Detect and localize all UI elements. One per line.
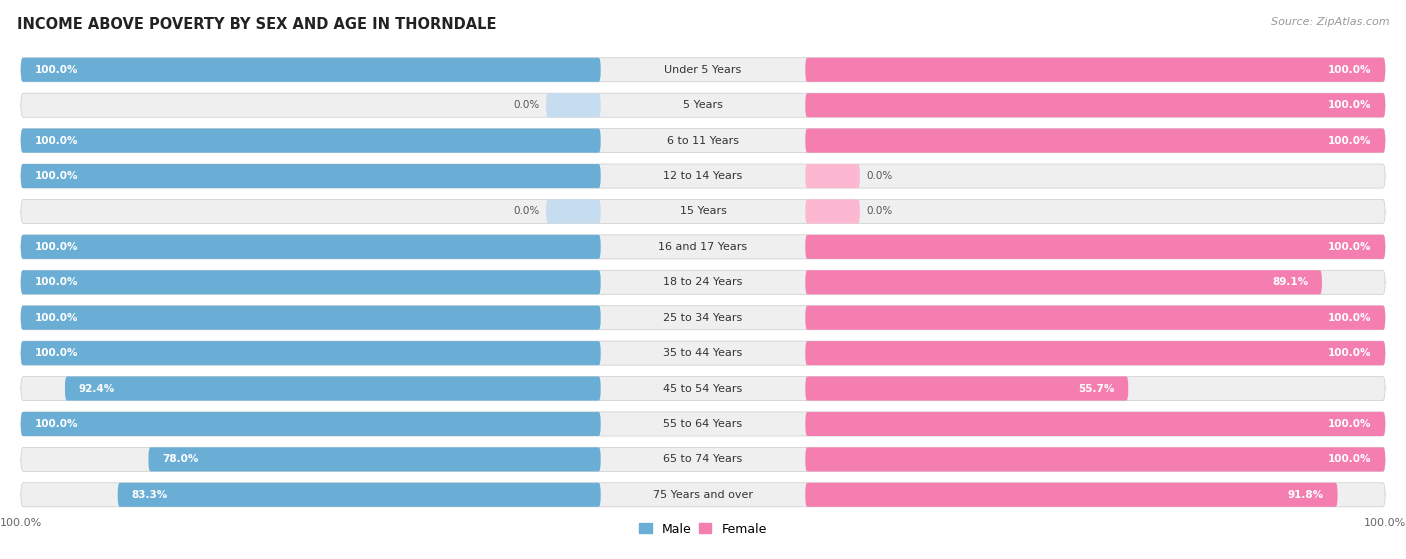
Text: 5 Years: 5 Years <box>683 100 723 110</box>
Text: 100.0%: 100.0% <box>35 171 77 181</box>
Text: 55.7%: 55.7% <box>1078 383 1115 394</box>
FancyBboxPatch shape <box>21 164 600 188</box>
FancyBboxPatch shape <box>21 129 600 153</box>
FancyBboxPatch shape <box>21 235 600 259</box>
Text: 100.0%: 100.0% <box>35 136 77 146</box>
Text: 100.0%: 100.0% <box>1329 242 1371 252</box>
Text: Under 5 Years: Under 5 Years <box>665 65 741 75</box>
FancyBboxPatch shape <box>21 200 1385 224</box>
FancyBboxPatch shape <box>806 129 1385 153</box>
FancyBboxPatch shape <box>806 93 1385 117</box>
FancyBboxPatch shape <box>21 58 1385 82</box>
FancyBboxPatch shape <box>806 235 1385 259</box>
FancyBboxPatch shape <box>21 164 1385 188</box>
FancyBboxPatch shape <box>21 341 1385 365</box>
Text: 100.0%: 100.0% <box>35 277 77 287</box>
FancyBboxPatch shape <box>21 93 1385 117</box>
Text: 100.0%: 100.0% <box>1329 419 1371 429</box>
FancyBboxPatch shape <box>21 235 1385 259</box>
Text: 100.0%: 100.0% <box>35 348 77 358</box>
FancyBboxPatch shape <box>21 129 1385 153</box>
FancyBboxPatch shape <box>21 306 600 330</box>
Text: 83.3%: 83.3% <box>131 490 167 500</box>
Text: 55 to 64 Years: 55 to 64 Years <box>664 419 742 429</box>
Text: 100.0%: 100.0% <box>1329 348 1371 358</box>
Text: 100.0%: 100.0% <box>1329 136 1371 146</box>
Text: 92.4%: 92.4% <box>79 383 115 394</box>
Text: 91.8%: 91.8% <box>1288 490 1324 500</box>
FancyBboxPatch shape <box>806 270 1322 295</box>
Text: 0.0%: 0.0% <box>866 206 893 216</box>
Text: 12 to 14 Years: 12 to 14 Years <box>664 171 742 181</box>
FancyBboxPatch shape <box>21 270 1385 295</box>
Text: 16 and 17 Years: 16 and 17 Years <box>658 242 748 252</box>
FancyBboxPatch shape <box>806 377 1128 401</box>
Text: INCOME ABOVE POVERTY BY SEX AND AGE IN THORNDALE: INCOME ABOVE POVERTY BY SEX AND AGE IN T… <box>17 17 496 32</box>
Text: 100.0%: 100.0% <box>1329 100 1371 110</box>
FancyBboxPatch shape <box>21 58 600 82</box>
FancyBboxPatch shape <box>806 412 1385 436</box>
Text: 100.0%: 100.0% <box>35 419 77 429</box>
Text: 100.0%: 100.0% <box>1329 312 1371 323</box>
Text: 78.0%: 78.0% <box>162 454 198 465</box>
Text: 0.0%: 0.0% <box>866 171 893 181</box>
Text: 89.1%: 89.1% <box>1272 277 1308 287</box>
FancyBboxPatch shape <box>21 270 600 295</box>
FancyBboxPatch shape <box>806 306 1385 330</box>
Text: 100.0%: 100.0% <box>1329 454 1371 465</box>
FancyBboxPatch shape <box>546 93 600 117</box>
Text: 18 to 24 Years: 18 to 24 Years <box>664 277 742 287</box>
Text: 65 to 74 Years: 65 to 74 Years <box>664 454 742 465</box>
FancyBboxPatch shape <box>806 483 1337 507</box>
Text: 0.0%: 0.0% <box>513 206 540 216</box>
FancyBboxPatch shape <box>806 164 860 188</box>
FancyBboxPatch shape <box>21 306 1385 330</box>
FancyBboxPatch shape <box>546 200 600 224</box>
FancyBboxPatch shape <box>21 341 600 365</box>
Text: Source: ZipAtlas.com: Source: ZipAtlas.com <box>1271 17 1389 27</box>
Text: 25 to 34 Years: 25 to 34 Years <box>664 312 742 323</box>
FancyBboxPatch shape <box>21 483 1385 507</box>
Text: 0.0%: 0.0% <box>513 100 540 110</box>
FancyBboxPatch shape <box>21 377 1385 401</box>
Text: 75 Years and over: 75 Years and over <box>652 490 754 500</box>
Text: 100.0%: 100.0% <box>1329 65 1371 75</box>
FancyBboxPatch shape <box>149 447 600 471</box>
FancyBboxPatch shape <box>21 412 600 436</box>
Text: 100.0%: 100.0% <box>35 242 77 252</box>
FancyBboxPatch shape <box>806 341 1385 365</box>
FancyBboxPatch shape <box>65 377 600 401</box>
Text: 45 to 54 Years: 45 to 54 Years <box>664 383 742 394</box>
Text: 6 to 11 Years: 6 to 11 Years <box>666 136 740 146</box>
FancyBboxPatch shape <box>21 447 1385 471</box>
FancyBboxPatch shape <box>806 200 860 224</box>
FancyBboxPatch shape <box>118 483 600 507</box>
FancyBboxPatch shape <box>21 412 1385 436</box>
Text: 100.0%: 100.0% <box>35 65 77 75</box>
Text: 35 to 44 Years: 35 to 44 Years <box>664 348 742 358</box>
FancyBboxPatch shape <box>806 58 1385 82</box>
Text: 100.0%: 100.0% <box>35 312 77 323</box>
Legend: Male, Female: Male, Female <box>634 518 772 541</box>
FancyBboxPatch shape <box>806 447 1385 471</box>
Text: 15 Years: 15 Years <box>679 206 727 216</box>
